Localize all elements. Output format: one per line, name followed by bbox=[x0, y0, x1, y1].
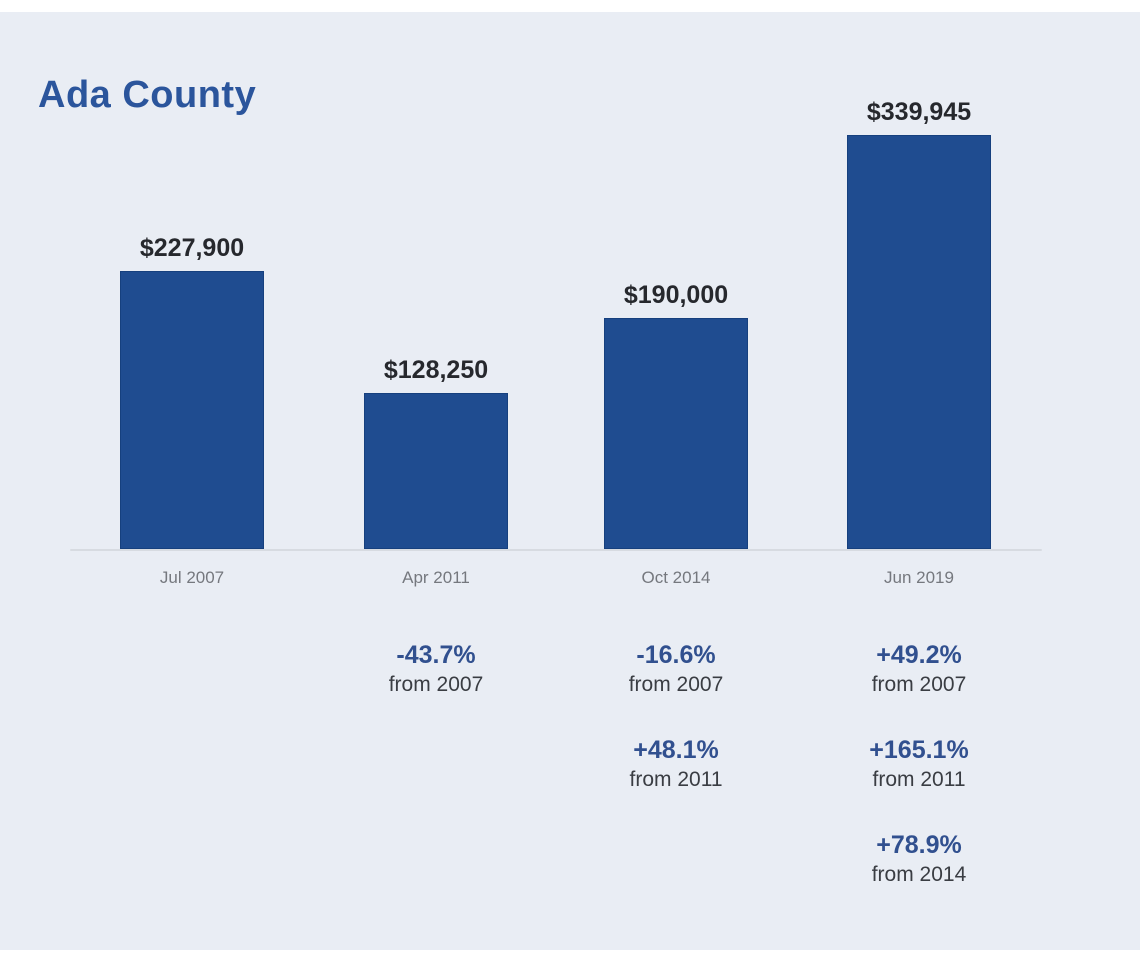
chart-panel: Ada County $227,900 Jul 2007 $128,250 Apr 2… bbox=[0, 12, 1140, 950]
bar-jun-2019 bbox=[847, 135, 991, 549]
pct-change-value: +165.1% bbox=[869, 736, 969, 764]
pct-change-value: -43.7% bbox=[396, 641, 476, 669]
x-axis-tick-label: Oct 2014 bbox=[641, 568, 711, 587]
pct-change-baseline: from 2014 bbox=[871, 863, 967, 886]
bar-value-label: $190,000 bbox=[623, 281, 729, 309]
chart-title: Ada County bbox=[38, 74, 257, 116]
pct-change-baseline: from 2007 bbox=[871, 673, 967, 696]
pct-change-value: +48.1% bbox=[633, 736, 719, 764]
pct-change-baseline: from 2007 bbox=[388, 673, 484, 696]
pct-change-annotation: +78.9% from 2014 bbox=[799, 830, 1039, 889]
pct-change-value: +49.2% bbox=[876, 641, 962, 669]
pct-change-annotation: +165.1% from 2011 bbox=[799, 735, 1039, 794]
x-axis-tick-label: Jun 2019 bbox=[884, 568, 954, 587]
pct-change-annotation: -16.6% from 2007 bbox=[556, 640, 796, 699]
pct-change-baseline: from 2011 bbox=[629, 768, 723, 791]
bar-value-label: $227,900 bbox=[139, 234, 245, 262]
pct-change-value: -16.6% bbox=[636, 641, 716, 669]
x-axis-tick-label: Apr 2011 bbox=[402, 568, 470, 587]
bar-value-label: $128,250 bbox=[383, 356, 489, 384]
pct-change-baseline: from 2011 bbox=[872, 768, 966, 791]
pct-change-baseline: from 2007 bbox=[628, 673, 724, 696]
x-axis-line bbox=[70, 549, 1042, 551]
bar-apr-2011 bbox=[364, 393, 508, 549]
bar-value-label: $339,945 bbox=[866, 98, 972, 126]
pct-change-annotation: +49.2% from 2007 bbox=[799, 640, 1039, 699]
pct-change-value: +78.9% bbox=[876, 831, 962, 859]
bar-jul-2007 bbox=[120, 271, 264, 549]
bar-chart: $227,900 Jul 2007 $128,250 Apr 2011 -43.7% fr… bbox=[0, 12, 1140, 950]
x-axis-tick-label: Jul 2007 bbox=[159, 568, 225, 587]
pct-change-annotation: -43.7% from 2007 bbox=[316, 640, 556, 699]
pct-change-annotation: +48.1% from 2011 bbox=[556, 735, 796, 794]
bar-oct-2014 bbox=[604, 318, 748, 549]
